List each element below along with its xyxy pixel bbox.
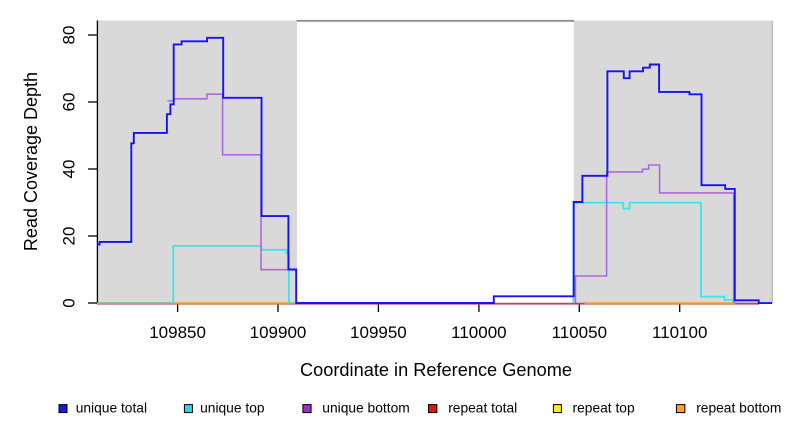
svg-text:unique top: unique top — [200, 400, 265, 415]
svg-text:unique total: unique total — [76, 400, 147, 415]
svg-text:Read Coverage Depth: Read Coverage Depth — [21, 72, 41, 251]
svg-text:109950: 109950 — [350, 323, 407, 342]
svg-text:20: 20 — [59, 227, 78, 246]
svg-text:110000: 110000 — [451, 323, 506, 342]
svg-text:repeat top: repeat top — [573, 400, 635, 415]
svg-text:repeat total: repeat total — [448, 400, 517, 415]
svg-text:110050: 110050 — [552, 323, 607, 342]
svg-text:repeat bottom: repeat bottom — [696, 400, 781, 415]
svg-text:40: 40 — [59, 160, 78, 179]
svg-text:110100: 110100 — [652, 323, 707, 342]
svg-text:60: 60 — [59, 93, 78, 112]
svg-text:109900: 109900 — [250, 323, 307, 342]
svg-text:109850: 109850 — [149, 323, 206, 342]
svg-text:unique bottom: unique bottom — [322, 400, 409, 415]
svg-text:80: 80 — [59, 26, 78, 45]
svg-text:0: 0 — [59, 298, 78, 307]
svg-text:Coordinate in Reference Genome: Coordinate in Reference Genome — [300, 360, 572, 380]
